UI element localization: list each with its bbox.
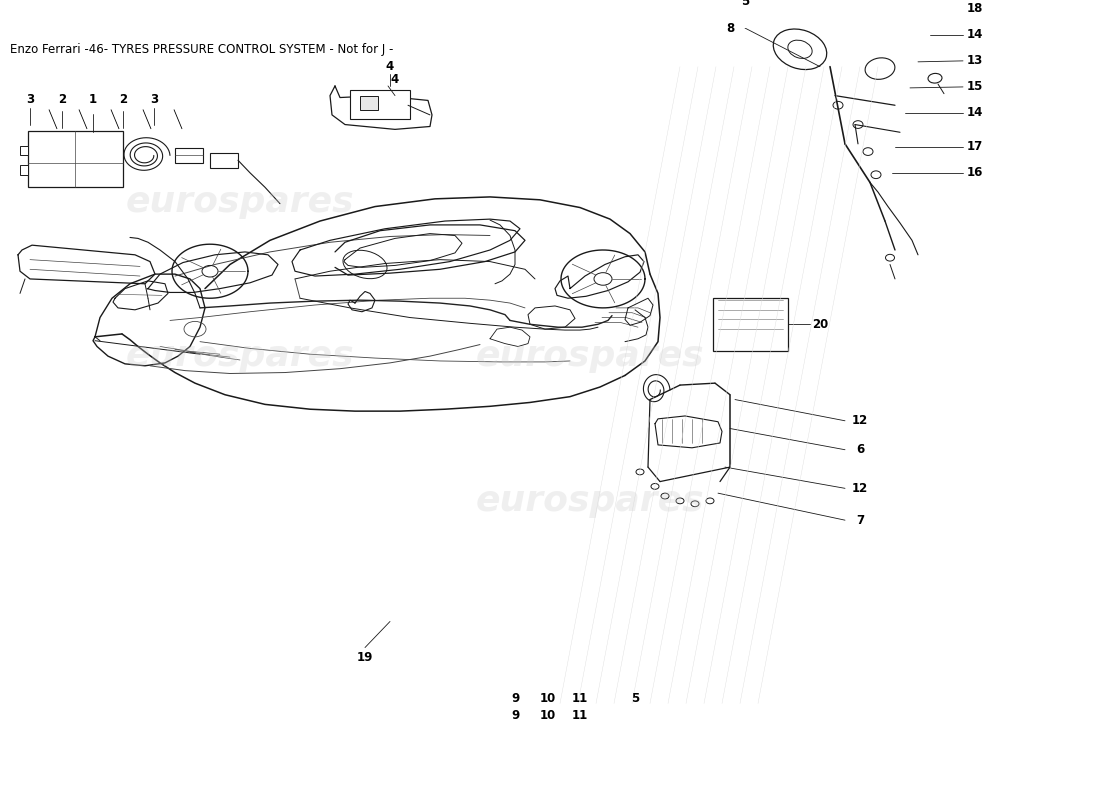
Bar (175, 148, 204, 163)
Text: 13: 13 (967, 54, 983, 67)
Text: 12: 12 (851, 414, 868, 427)
Text: 5: 5 (631, 692, 639, 705)
Text: 7: 7 (856, 514, 865, 526)
Text: 4: 4 (386, 60, 394, 73)
Bar (713, 298, 788, 351)
Text: 3: 3 (150, 93, 158, 106)
Text: 2: 2 (58, 93, 66, 106)
Text: 14: 14 (967, 106, 983, 119)
Bar (20, 165, 28, 174)
Text: 1: 1 (89, 93, 97, 106)
Text: Enzo Ferrari -46- TYRES PRESSURE CONTROL SYSTEM - Not for J -: Enzo Ferrari -46- TYRES PRESSURE CONTROL… (10, 42, 394, 55)
Bar (350, 90, 410, 118)
Text: 9: 9 (510, 692, 519, 705)
Text: 20: 20 (812, 318, 828, 330)
Text: 8: 8 (726, 22, 734, 34)
Text: 15: 15 (967, 81, 983, 94)
Text: 5: 5 (741, 0, 749, 7)
Text: 10: 10 (540, 709, 557, 722)
Text: 2: 2 (119, 93, 128, 106)
Text: eurospares: eurospares (475, 484, 704, 518)
Text: eurospares: eurospares (475, 339, 704, 373)
Text: 18: 18 (967, 2, 983, 15)
Text: eurospares: eurospares (125, 339, 354, 373)
Text: 10: 10 (540, 692, 557, 705)
Text: 16: 16 (967, 166, 983, 179)
Bar (210, 153, 238, 168)
Text: 3: 3 (26, 93, 34, 106)
Text: 4: 4 (390, 73, 399, 86)
Text: 6: 6 (856, 443, 865, 456)
Text: 14: 14 (967, 28, 983, 42)
Bar (360, 96, 378, 110)
Text: eurospares: eurospares (125, 185, 354, 218)
Bar (20, 146, 28, 155)
Text: 12: 12 (851, 482, 868, 495)
Text: 11: 11 (572, 709, 588, 722)
Text: 11: 11 (572, 692, 588, 705)
Text: 19: 19 (356, 650, 373, 664)
Text: 17: 17 (967, 140, 983, 154)
Text: 9: 9 (510, 709, 519, 722)
Bar (28, 131, 123, 187)
